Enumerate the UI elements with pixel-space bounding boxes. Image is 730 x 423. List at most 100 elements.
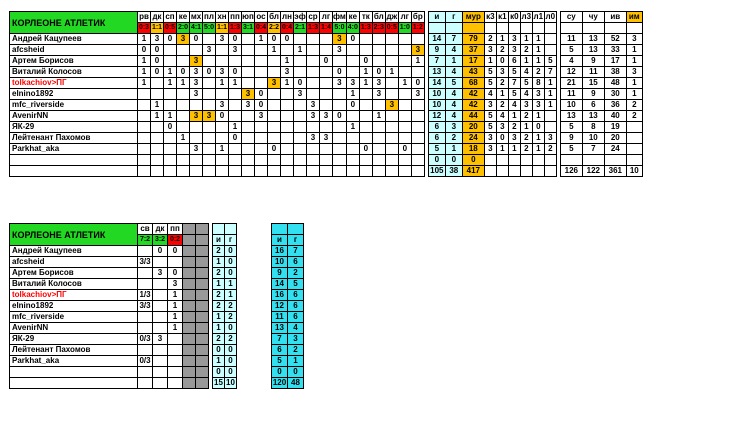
player-stat: 1 bbox=[495, 33, 509, 45]
match-score: 1:4 bbox=[319, 22, 333, 34]
cup-player-stat: 0 bbox=[224, 322, 237, 334]
match-points bbox=[280, 121, 294, 133]
overall-stat-header: и bbox=[271, 234, 288, 246]
match-points bbox=[189, 154, 203, 166]
match-points bbox=[228, 154, 242, 166]
player-stat: 3 bbox=[531, 88, 545, 100]
match-points bbox=[358, 110, 373, 122]
cup-stats-table: КОРЛЕОНЕ АТЛЕТИК св дк пп 7:2 3:2 0:2 и г Андрей … bbox=[9, 223, 237, 389]
cup-match-points bbox=[137, 344, 153, 356]
match-points bbox=[306, 44, 320, 56]
overall-total-stat: 48 bbox=[287, 377, 304, 389]
player-stat bbox=[543, 33, 557, 45]
player-stat: 2 bbox=[519, 132, 533, 144]
match-points bbox=[150, 88, 164, 100]
match-points bbox=[254, 143, 268, 155]
player-stat: 5 bbox=[483, 77, 497, 89]
match-points: 3 bbox=[332, 33, 347, 45]
match-points: 0 bbox=[228, 132, 242, 144]
player-stat: 1 bbox=[543, 77, 557, 89]
opponent-code: лн bbox=[280, 11, 294, 23]
cup-player-stat: 1 bbox=[212, 322, 225, 334]
player-name: elnino1892 bbox=[9, 88, 138, 100]
match-points bbox=[319, 77, 333, 89]
cup-player-stat: 1 bbox=[212, 256, 225, 268]
match-points: 1 bbox=[215, 77, 229, 89]
match-points bbox=[241, 121, 255, 133]
cup-match-points: 3/3 bbox=[137, 256, 153, 268]
player-stat bbox=[625, 121, 643, 133]
player-stat: 1 bbox=[531, 44, 545, 56]
match-points: 3 bbox=[371, 77, 386, 89]
match-points: 0 bbox=[150, 44, 164, 56]
overall-player-stat: 6 bbox=[271, 344, 288, 356]
match-points bbox=[163, 143, 177, 155]
player-stat: 37 bbox=[461, 44, 485, 56]
player-stat: 2 bbox=[531, 66, 545, 78]
player-stat: 4 bbox=[444, 110, 463, 122]
match-points bbox=[254, 44, 268, 56]
match-points: 0 bbox=[358, 55, 373, 67]
player-stat: 4 bbox=[483, 88, 497, 100]
match-points bbox=[384, 121, 399, 133]
player-stat: 33 bbox=[603, 44, 627, 56]
match-points bbox=[267, 132, 281, 144]
match-points: 3 bbox=[280, 66, 294, 78]
cup-player-stat: 2 bbox=[212, 300, 225, 312]
cup-player-stat: 0 bbox=[224, 267, 237, 279]
cup-stat-header: и bbox=[212, 234, 225, 246]
player-stat: 6 bbox=[427, 132, 446, 144]
player-stat: 12 bbox=[559, 66, 583, 78]
overall-player-row: 11 6 bbox=[271, 311, 304, 323]
match-points bbox=[397, 44, 412, 56]
match-points: 3 bbox=[202, 44, 216, 56]
match-points: 3 bbox=[215, 99, 229, 111]
match-points bbox=[410, 66, 425, 78]
player-stat bbox=[625, 132, 643, 144]
player-stat: 1 bbox=[531, 110, 545, 122]
player-row: Артем Борисов 1 0 3 1 0 0 1 7 1 17 1 0 6 1 1 5 4 9 17 1 bbox=[9, 55, 643, 67]
match-points: 1 bbox=[163, 77, 177, 89]
match-points: 0 bbox=[163, 33, 177, 45]
overall-player-stat: 6 bbox=[287, 300, 304, 312]
match-points: 0 bbox=[332, 66, 347, 78]
match-points bbox=[371, 33, 386, 45]
player-stat bbox=[559, 154, 583, 166]
match-points bbox=[358, 44, 373, 56]
match-points bbox=[267, 66, 281, 78]
player-name: Лейтенант Пахомов bbox=[9, 344, 138, 356]
cup-match-points bbox=[152, 344, 168, 356]
match-points bbox=[358, 154, 373, 166]
player-stat: 3 bbox=[483, 143, 497, 155]
cup-player-stat: 2 bbox=[212, 267, 225, 279]
match-points bbox=[306, 121, 320, 133]
match-points bbox=[384, 77, 399, 89]
player-stat: 0 bbox=[495, 132, 509, 144]
player-stat: 0 bbox=[461, 154, 485, 166]
player-stat: 8 bbox=[581, 121, 605, 133]
overall-player-row: 16 6 bbox=[271, 289, 304, 301]
match-points bbox=[254, 121, 268, 133]
stat-header: мур bbox=[461, 11, 485, 23]
match-points: 3 bbox=[371, 88, 386, 100]
match-points bbox=[215, 44, 229, 56]
match-points bbox=[176, 55, 190, 67]
player-stat: 19 bbox=[603, 121, 627, 133]
cup-match-points bbox=[152, 256, 168, 268]
player-stat: 1 bbox=[543, 88, 557, 100]
match-score: 2:1 bbox=[293, 22, 307, 34]
cup-match-points bbox=[167, 256, 183, 268]
total-stat: 417 bbox=[461, 165, 485, 177]
overall-player-row: 10 6 bbox=[271, 256, 304, 268]
overall-player-stat: 7 bbox=[287, 245, 304, 257]
opponent-code: лг bbox=[319, 11, 333, 23]
match-points bbox=[137, 154, 151, 166]
match-points: 3 bbox=[189, 110, 203, 122]
player-name: mfc_riverside bbox=[9, 99, 138, 111]
match-points bbox=[241, 33, 255, 45]
match-points: 0 bbox=[345, 33, 360, 45]
player-name: AvenirNN bbox=[9, 110, 138, 122]
player-stat: 4 bbox=[519, 88, 533, 100]
